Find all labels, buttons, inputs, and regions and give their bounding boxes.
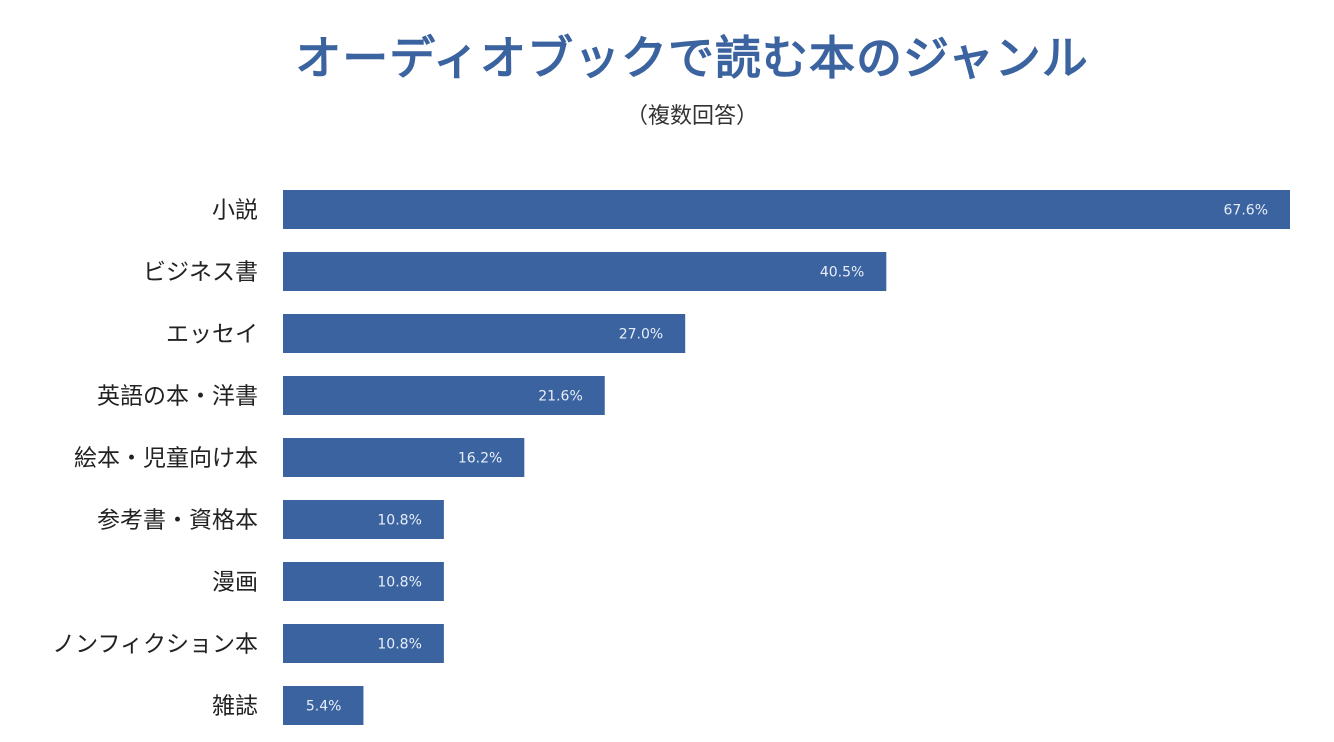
category-label-5: 絵本・児童向け本 [74,446,258,472]
bar-6 [283,500,444,539]
bar-5 [283,438,525,477]
category-label-8: ノンフィクション本 [52,632,258,658]
category-label-2: ビジネス書 [143,260,258,286]
value-label-7: 10.8% [377,575,421,591]
bar-1 [283,190,1290,229]
category-label-3: エッセイ [166,322,258,348]
value-label-8: 10.8% [377,637,421,653]
chart-subtitle: （複数回答） [625,104,758,129]
category-label-4: 英語の本・洋書 [97,384,258,410]
category-label-6: 参考書・資格本 [97,508,258,534]
bar-2 [283,252,887,291]
bar-7 [283,562,444,601]
value-label-4: 21.6% [538,389,582,405]
value-label-5: 16.2% [458,451,502,467]
category-label-9: 雑誌 [212,694,258,720]
value-label-3: 27.0% [619,327,663,343]
bars-group: 小説 67.6% ビジネス書 40.5% エッセイ 27.0% 英語の本・洋書 21.6% 絵本… [52,190,1290,725]
bar-9 [283,686,364,725]
chart-title: オーディオブックで読む本のジャンル [295,31,1089,85]
value-label-1: 67.6% [1224,203,1268,219]
bar-4 [283,376,605,415]
bar-8 [283,624,444,663]
category-label-1: 小説 [212,198,258,224]
value-label-6: 10.8% [377,513,421,529]
value-label-2: 40.5% [820,265,864,281]
bar-3 [283,314,686,353]
category-label-7: 漫画 [212,570,258,596]
value-label-9: 5.4% [306,699,342,715]
